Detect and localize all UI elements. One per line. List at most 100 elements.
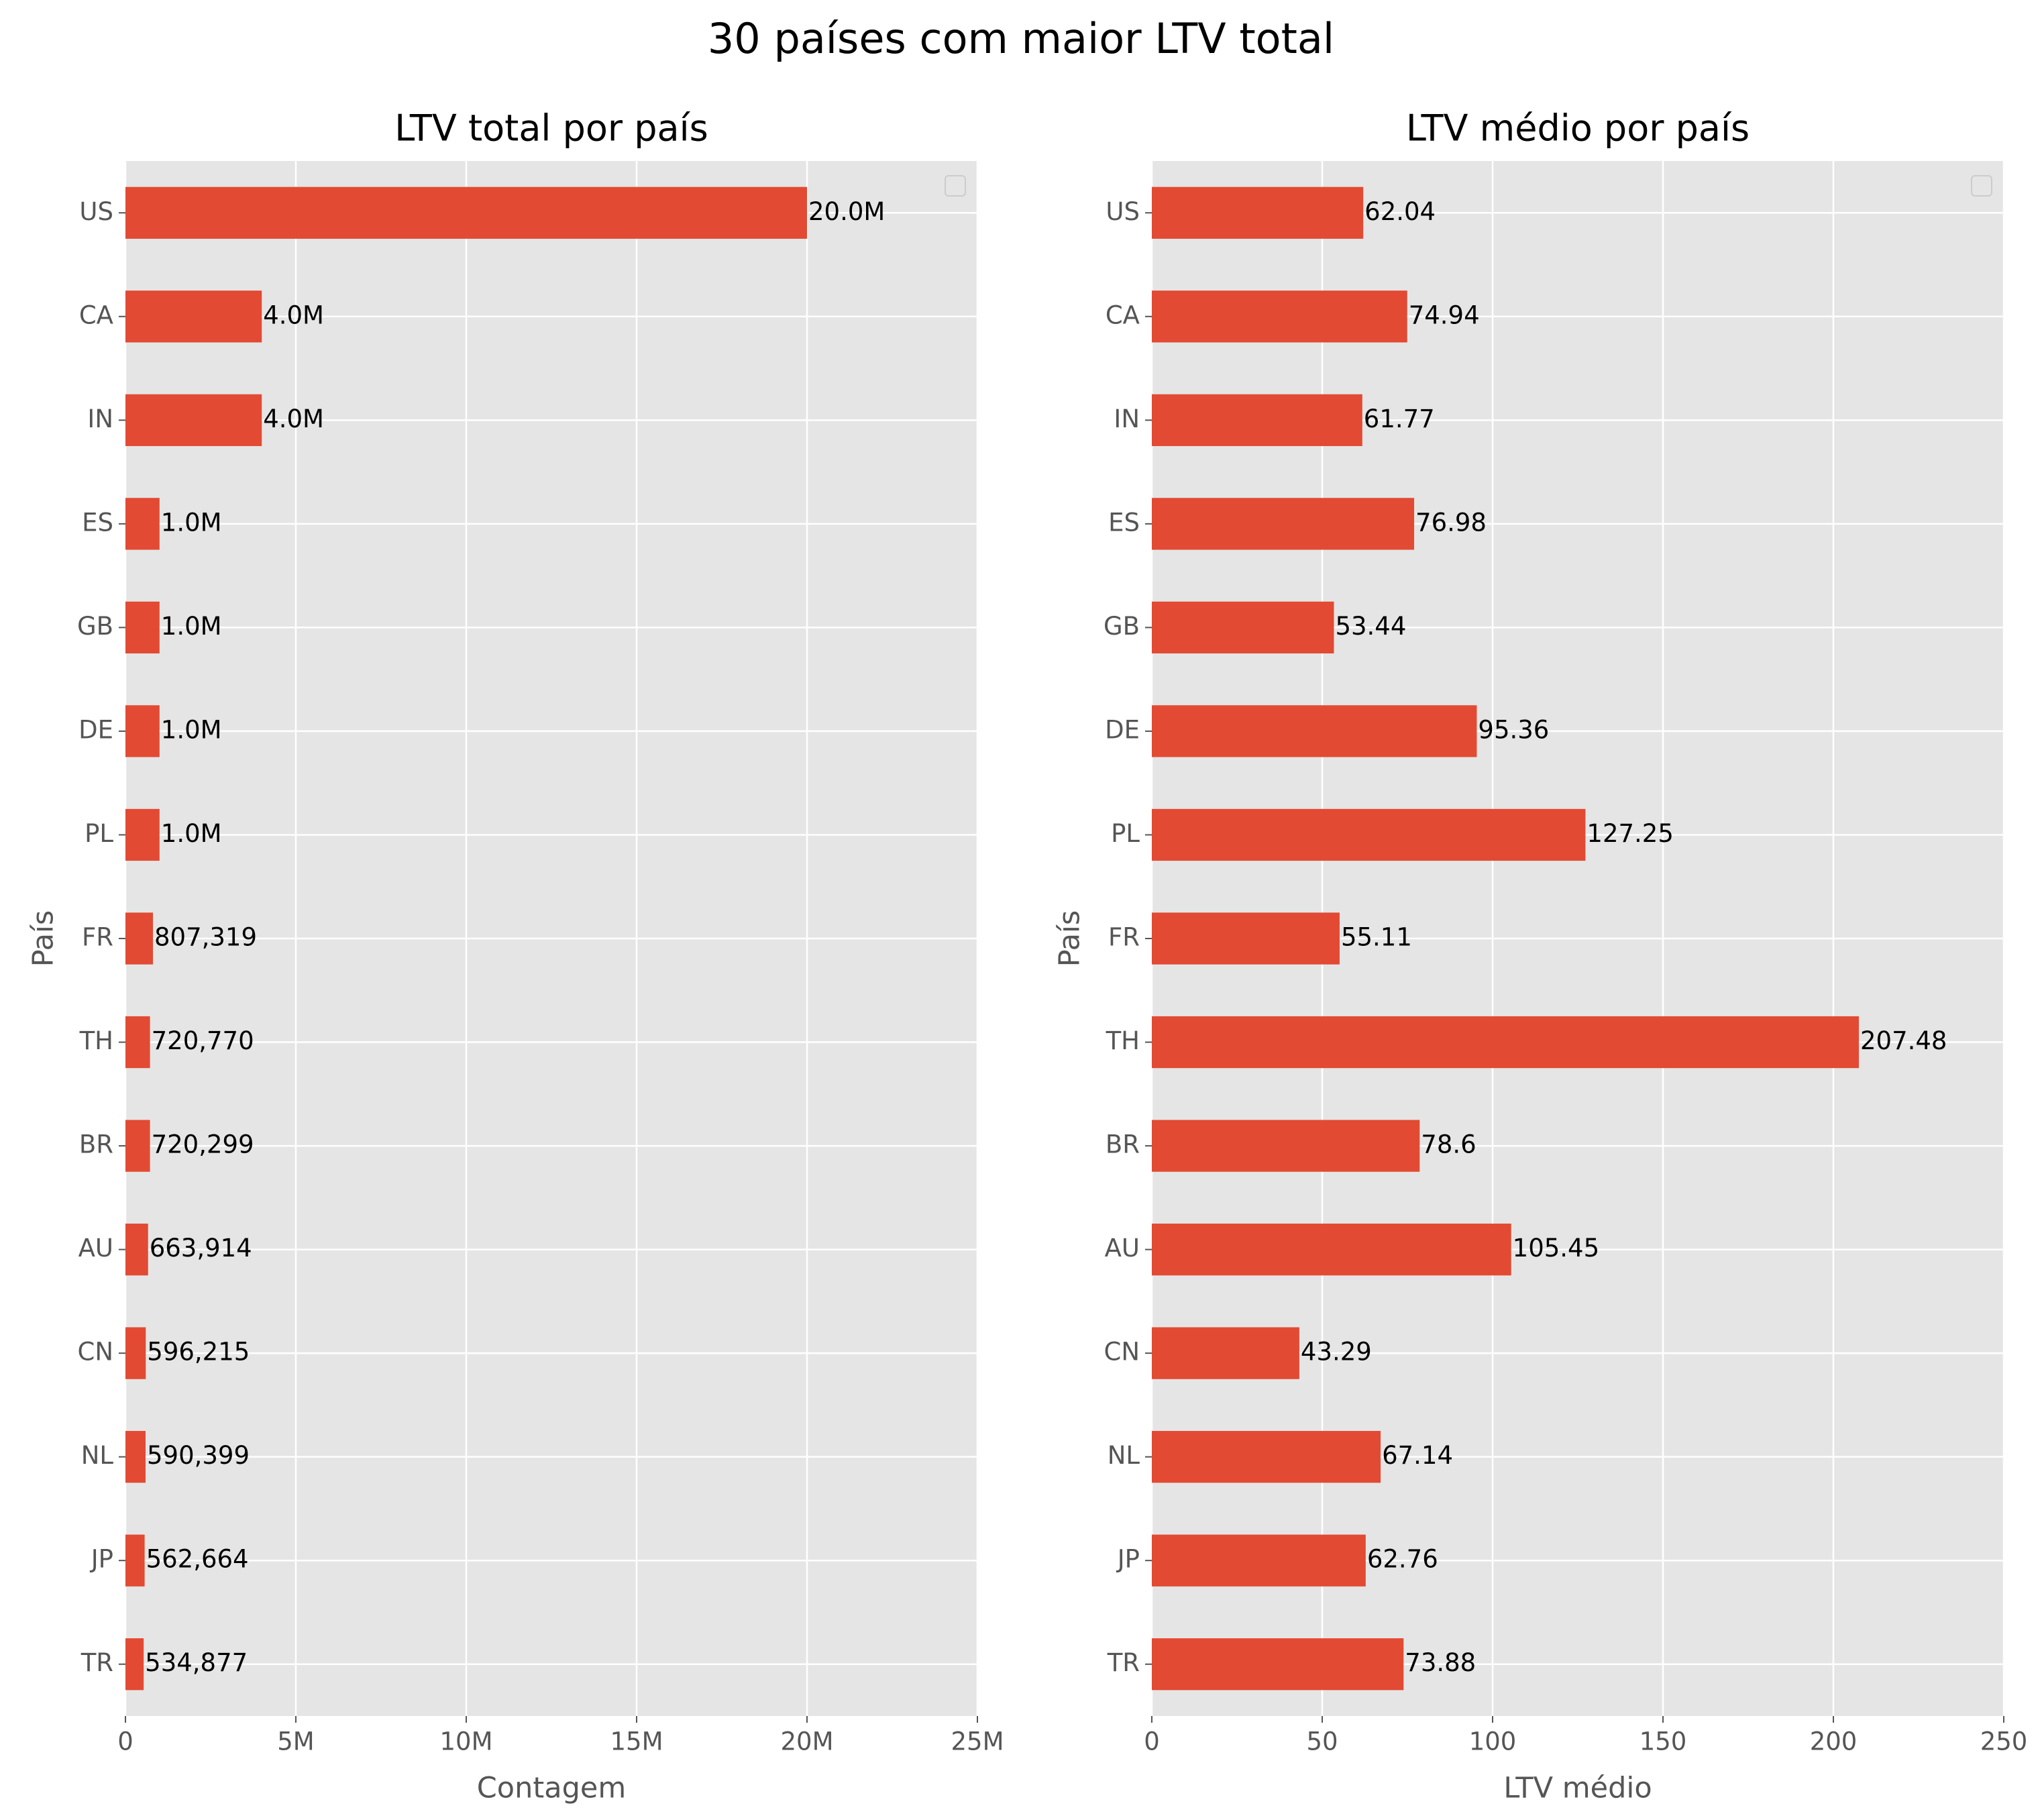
x-tick-label: 0 bbox=[1144, 1727, 1160, 1756]
x-tick-label: 200 bbox=[1810, 1727, 1858, 1756]
y-tick-label: BR bbox=[1106, 1130, 1140, 1159]
bar bbox=[1152, 290, 1407, 343]
value-label: 534,877 bbox=[145, 1648, 248, 1677]
bar bbox=[125, 290, 262, 343]
y-tick-label: PL bbox=[85, 819, 113, 848]
x-tick-label: 10M bbox=[439, 1727, 492, 1756]
y-tick-label: ES bbox=[1108, 508, 1140, 537]
y-tick-label: NL bbox=[1108, 1441, 1140, 1470]
value-label: 62.76 bbox=[1367, 1545, 1438, 1574]
figure-title: 30 países com maior LTV total bbox=[708, 14, 1334, 63]
value-label: 4.0M bbox=[263, 301, 324, 329]
value-label: 62.04 bbox=[1364, 197, 1436, 226]
bar bbox=[125, 1327, 146, 1379]
y-tick-label: BR bbox=[79, 1130, 113, 1159]
bar bbox=[1152, 1120, 1420, 1172]
value-label: 76.98 bbox=[1415, 508, 1487, 537]
bar bbox=[125, 186, 807, 239]
value-label: 127.25 bbox=[1587, 819, 1673, 848]
x-axis-label: Contagem bbox=[477, 1772, 626, 1805]
value-label: 596,215 bbox=[147, 1338, 250, 1367]
x-tick-label: 250 bbox=[1980, 1727, 2028, 1756]
y-tick-label: JP bbox=[90, 1545, 113, 1574]
value-label: 1.0M bbox=[161, 715, 222, 744]
x-tick-label: 150 bbox=[1640, 1727, 1687, 1756]
bar bbox=[1152, 601, 1334, 654]
bar bbox=[125, 1016, 150, 1069]
value-label: 73.88 bbox=[1405, 1648, 1476, 1677]
value-label: 562,664 bbox=[146, 1545, 249, 1574]
bar bbox=[1152, 705, 1477, 757]
x-tick-label: 5M bbox=[277, 1727, 314, 1756]
y-tick-label: CN bbox=[77, 1338, 113, 1367]
y-tick-label: CA bbox=[79, 301, 113, 329]
chart-title: LTV total por país bbox=[394, 107, 708, 150]
y-tick-label: US bbox=[1106, 197, 1140, 226]
y-tick-label: TH bbox=[79, 1026, 113, 1055]
value-label: 663,914 bbox=[150, 1234, 252, 1263]
value-label: 207.48 bbox=[1860, 1026, 1947, 1055]
value-label: 1.0M bbox=[161, 819, 222, 848]
bar bbox=[1152, 1016, 1859, 1069]
y-tick-label: IN bbox=[1114, 405, 1140, 433]
bar bbox=[125, 705, 160, 757]
y-tick-label: CN bbox=[1104, 1338, 1140, 1367]
y-tick-label: US bbox=[79, 197, 113, 226]
bar bbox=[125, 394, 262, 446]
bar bbox=[125, 1223, 148, 1276]
bar bbox=[125, 1638, 144, 1691]
value-label: 67.14 bbox=[1382, 1441, 1453, 1470]
value-label: 43.29 bbox=[1301, 1338, 1372, 1367]
bar bbox=[1152, 912, 1340, 965]
x-tick-label: 100 bbox=[1469, 1727, 1517, 1756]
y-axis-label: País bbox=[27, 910, 60, 967]
value-label: 105.45 bbox=[1513, 1234, 1599, 1263]
bar bbox=[1152, 1223, 1511, 1276]
value-label: 720,299 bbox=[152, 1130, 254, 1159]
y-tick-label: IN bbox=[87, 405, 113, 433]
bar bbox=[1152, 808, 1586, 861]
x-axis-label: LTV médio bbox=[1503, 1772, 1652, 1805]
y-tick-label: DE bbox=[1105, 715, 1140, 744]
bar bbox=[125, 808, 160, 861]
y-tick-label: ES bbox=[82, 508, 113, 537]
y-tick-label: GB bbox=[1104, 612, 1140, 641]
x-tick-label: 0 bbox=[117, 1727, 133, 1756]
y-tick-label: PL bbox=[1111, 819, 1140, 848]
bar bbox=[1152, 498, 1415, 550]
y-tick-label: TR bbox=[80, 1648, 113, 1677]
y-tick-label: JP bbox=[1116, 1545, 1140, 1574]
y-tick-label: AU bbox=[1105, 1234, 1140, 1263]
x-tick-label: 50 bbox=[1306, 1727, 1338, 1756]
legend-box bbox=[945, 175, 966, 197]
y-tick-label: GB bbox=[77, 612, 113, 641]
bar bbox=[1152, 1431, 1381, 1483]
bar bbox=[125, 912, 154, 965]
chart-title: LTV médio por país bbox=[1406, 107, 1750, 150]
y-tick-label: DE bbox=[78, 715, 113, 744]
value-label: 807,319 bbox=[154, 923, 257, 952]
bar bbox=[125, 1431, 146, 1483]
value-label: 590,399 bbox=[147, 1441, 250, 1470]
legend-box bbox=[1971, 175, 1992, 197]
value-label: 1.0M bbox=[161, 508, 222, 537]
bar bbox=[125, 1120, 150, 1172]
y-tick-label: AU bbox=[78, 1234, 113, 1263]
bar bbox=[1152, 1327, 1299, 1379]
x-tick-label: 25M bbox=[951, 1727, 1004, 1756]
x-tick-label: 15M bbox=[610, 1727, 663, 1756]
bar bbox=[1152, 186, 1364, 239]
bar bbox=[125, 1534, 145, 1587]
bar bbox=[125, 601, 160, 654]
value-label: 4.0M bbox=[263, 405, 324, 433]
bar bbox=[125, 498, 160, 550]
x-tick-label: 20M bbox=[780, 1727, 833, 1756]
value-label: 53.44 bbox=[1335, 612, 1406, 641]
y-tick-label: NL bbox=[81, 1441, 114, 1470]
value-label: 61.77 bbox=[1364, 405, 1435, 433]
y-tick-label: CA bbox=[1106, 301, 1140, 329]
bar bbox=[1152, 1534, 1366, 1587]
value-label: 20.0M bbox=[808, 197, 885, 226]
value-label: 78.6 bbox=[1421, 1130, 1476, 1159]
